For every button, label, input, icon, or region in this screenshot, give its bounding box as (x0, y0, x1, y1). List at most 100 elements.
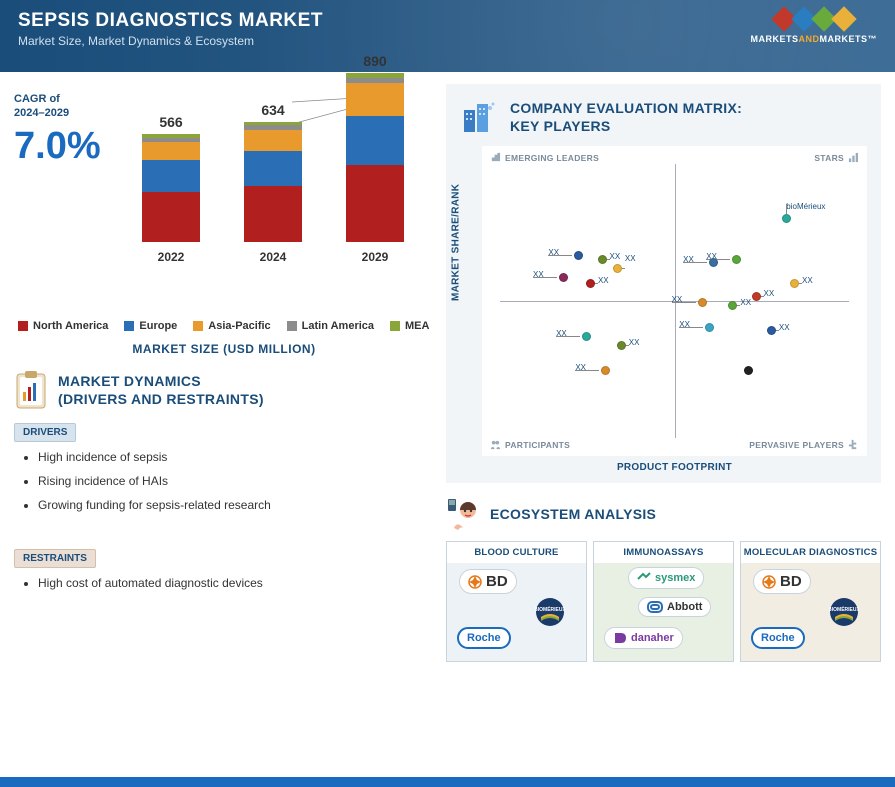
legend-item: Asia-Pacific (193, 320, 270, 332)
matrix-dot-lead (672, 302, 696, 303)
logo-diamonds (751, 10, 878, 28)
quad-participants: PARTICIPANTS (490, 439, 570, 450)
bar-2022: 5662022 (131, 114, 211, 264)
brand-bd: BD (459, 569, 517, 594)
segment-eu (346, 116, 404, 165)
segment-eu (142, 160, 200, 191)
brand-roche: Roche (457, 627, 511, 649)
matrix-x-axis: PRODUCT FOOTPRINT (482, 462, 867, 473)
matrix-dot-label: bioMérieux (786, 202, 825, 211)
matrix-dot-lead (595, 283, 598, 284)
brand-sysmex: sysmex (628, 567, 704, 589)
matrix-dot-lead (626, 345, 629, 346)
matrix-dot (744, 366, 753, 375)
matrix-dot-label: XX (779, 323, 790, 332)
legend-label: North America (33, 320, 108, 332)
restraints-list: High cost of automated diagnostic device… (14, 576, 434, 590)
matrix-dot-label: XX (764, 289, 775, 298)
matrix-dot-label: XX (740, 298, 751, 307)
matrix-dot-label: XX (598, 276, 609, 285)
legend-swatch (287, 321, 297, 331)
matrix-dot (782, 214, 791, 223)
driver-item: High incidence of sepsis (38, 450, 434, 464)
eco-column-header: MOLECULAR DIAGNOSTICS (741, 542, 880, 563)
bar-stack (142, 134, 200, 242)
eco-column-header: BLOOD CULTURE (447, 542, 586, 563)
matrix-dot (790, 279, 799, 288)
drivers-list: High incidence of sepsis Rising incidence… (14, 450, 434, 512)
legend-item: Latin America (287, 320, 374, 332)
brand-biomerieux: BIOMÉRIEUX (829, 597, 859, 632)
matrix-dot-lead (622, 268, 625, 269)
matrix-dot (767, 326, 776, 335)
svg-text:BIOMÉRIEUX: BIOMÉRIEUX (829, 605, 859, 613)
buildings-icon (460, 98, 498, 136)
svg-text:BIOMÉRIEUX: BIOMÉRIEUX (535, 605, 565, 613)
matrix-dot-lead (799, 283, 802, 284)
driver-item: Rising incidence of HAIs (38, 474, 434, 488)
right-column: COMPANY EVALUATION MATRIX: KEY PLAYERS M… (446, 84, 881, 773)
bar-year: 2024 (260, 250, 287, 264)
ecosystem-head: ECOSYSTEM ANALYSIS (446, 497, 881, 531)
bar-year: 2029 (362, 250, 389, 264)
quad-stars: STARS (814, 152, 859, 163)
drivers-label: DRIVERS (14, 423, 76, 442)
matrix-dot (586, 279, 595, 288)
bar-stack (244, 122, 302, 242)
segment-ap (244, 130, 302, 151)
legend-swatch (390, 321, 400, 331)
bar-2029: 890 2029 (335, 53, 415, 264)
bar-total: 634 (261, 102, 284, 118)
legend-swatch (193, 321, 203, 331)
segment-ap (142, 142, 200, 160)
left-column: CAGR of 2024–2029 7.0% 56620226342024890… (14, 84, 434, 773)
matrix-dot-label: XX (625, 254, 636, 263)
matrix-y-axis: MARKET SHARE/RANK (451, 184, 462, 301)
bars-row: 566202263420248902029 (112, 84, 434, 264)
matrix-dot-label: XX (802, 276, 813, 285)
eco-column-header: IMMUNOASSAYS (594, 542, 733, 563)
eco-column-body: BDBIOMÉRIEUXRoche (741, 563, 880, 661)
content: CAGR of 2024–2029 7.0% 56620226342024890… (0, 72, 895, 777)
bar-chart: 566202263420248902029 (112, 84, 434, 314)
legend-item: North America (18, 320, 108, 332)
legend-item: Europe (124, 320, 177, 332)
segment-ap (346, 83, 404, 115)
legend-swatch (124, 321, 134, 331)
matrix-dot (752, 292, 761, 301)
eco-column: MOLECULAR DIAGNOSTICSBDBIOMÉRIEUXRoche (740, 541, 881, 662)
restraints-label: RESTRAINTS (14, 549, 96, 568)
matrix-dot-lead (776, 330, 779, 331)
matrix-dot-label: XX (629, 338, 640, 347)
matrix-dot (582, 332, 591, 341)
matrix-dot (617, 341, 626, 350)
matrix-dot-lead (575, 370, 599, 371)
clipboard-icon (14, 370, 48, 410)
ecosystem-panel: ECOSYSTEM ANALYSIS BLOOD CULTUREBDBIOMÉR… (446, 497, 881, 662)
restraints-group: RESTRAINTS High cost of automated diagno… (14, 548, 434, 600)
matrix-dot-label: XX (610, 252, 621, 261)
matrix-dot (559, 273, 568, 282)
restraint-item: High cost of automated diagnostic device… (38, 576, 434, 590)
bar-total: 890 (363, 53, 386, 69)
matrix-dot-lead (548, 255, 572, 256)
matrix-dot (598, 255, 607, 264)
matrix-dot-lead (786, 204, 787, 214)
matrix-box: EMERGING LEADERS STARS PARTICIPANTS PERV… (482, 146, 867, 456)
eco-column: BLOOD CULTURE BD BIOMÉRIEUX Roche (446, 541, 587, 662)
bar-stack (346, 73, 404, 242)
brand-abbott: Abbott (638, 597, 711, 617)
dynamics-heading: MARKET DYNAMICS (DRIVERS AND RESTRAINTS) (58, 372, 264, 408)
legend-swatch (18, 321, 28, 331)
person-icon (446, 497, 480, 531)
diamond-icon (831, 6, 856, 31)
eco-column-body: sysmexAbbottdanaher (594, 563, 733, 661)
matrix-dot-lead (737, 305, 740, 306)
matrix-dot-lead (683, 262, 707, 263)
dynamics-title: MARKET DYNAMICS (DRIVERS AND RESTRAINTS) (14, 370, 434, 410)
legend-label: Asia-Pacific (208, 320, 270, 332)
bar-year: 2022 (158, 250, 185, 264)
matrix-heading: COMPANY EVALUATION MATRIX: KEY PLAYERS (510, 99, 742, 135)
ecosystem-heading: ECOSYSTEM ANALYSIS (490, 506, 656, 522)
quad-emerging-leaders: EMERGING LEADERS (490, 152, 599, 163)
